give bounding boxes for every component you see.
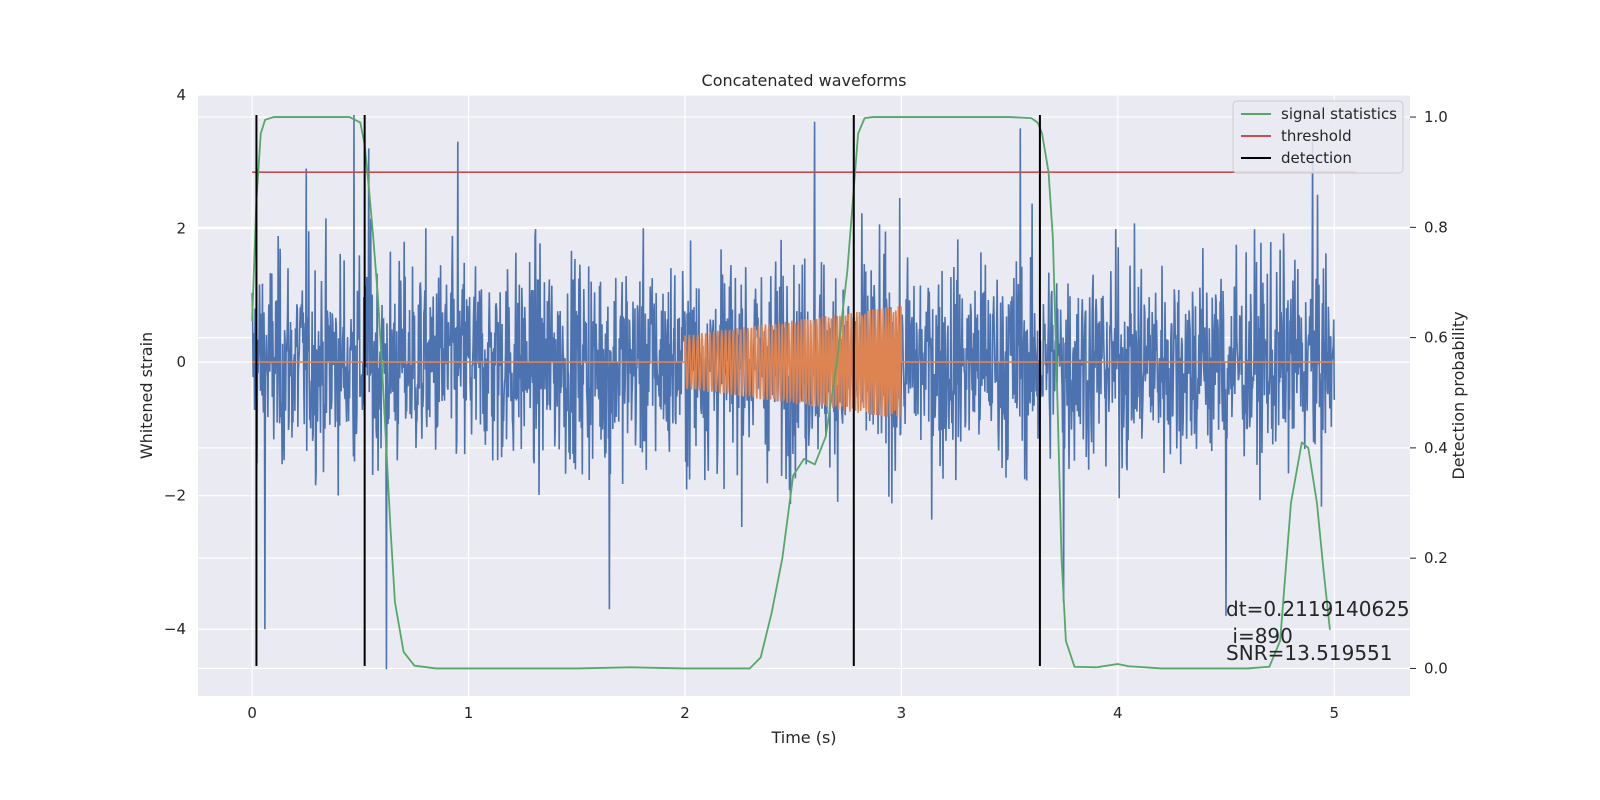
- x-tick-label: 1: [464, 704, 474, 722]
- y-tick-label-left: −2: [164, 487, 186, 505]
- y-axis-label-right: Detection probability: [1449, 311, 1468, 479]
- annotation: dt=0.2119140625 i=890 SNR=13.519551: [1226, 597, 1410, 665]
- y-tick-label-left: 0: [176, 353, 186, 371]
- signal-statistics-line: [251, 116, 1331, 670]
- chart-title: Concatenated waveforms: [702, 71, 907, 90]
- strain-line: [251, 115, 1336, 670]
- x-tick-label: 2: [680, 704, 690, 722]
- legend-box: [1232, 100, 1404, 174]
- y-tick-label-left: −4: [164, 620, 186, 638]
- y-tick-label-right: 0.2: [1424, 549, 1448, 567]
- legend-label: threshold: [1281, 127, 1352, 145]
- y-axis-label-left: Whitened strain: [137, 332, 156, 459]
- y-tick-label-right: 0.4: [1424, 439, 1448, 457]
- y-tick-label-right: 0.0: [1424, 659, 1448, 677]
- annotation-snr: SNR=13.519551: [1226, 641, 1392, 665]
- y-tick-label-right: 0.6: [1424, 329, 1448, 347]
- x-tick-label: 0: [247, 704, 257, 722]
- annotation-dt: dt=0.2119140625: [1226, 597, 1410, 621]
- y-tick-label-right: 1.0: [1424, 108, 1448, 126]
- tick-labels: 0 1 2 3 4 5 −4 −2 0 2 4 0.0 0.2 0.4 0.6 0.8 1.0: [164, 86, 1448, 722]
- legend-label: signal statistics: [1281, 105, 1397, 123]
- legend: signal statistics threshold detection: [1232, 100, 1404, 174]
- y-tick-label-right: 0.8: [1424, 218, 1448, 236]
- x-tick-label: 5: [1329, 704, 1339, 722]
- series-layer: [251, 115, 1356, 670]
- x-tick-label: 4: [1113, 704, 1123, 722]
- y-tick-label-left: 4: [176, 86, 186, 104]
- legend-label: detection: [1281, 149, 1352, 167]
- y-tick-label-left: 2: [176, 220, 186, 238]
- annotation-i: i=890: [1226, 624, 1293, 648]
- x-tick-label: 3: [897, 704, 907, 722]
- injection-line: [252, 306, 1335, 419]
- x-axis-label: Time (s): [770, 728, 836, 747]
